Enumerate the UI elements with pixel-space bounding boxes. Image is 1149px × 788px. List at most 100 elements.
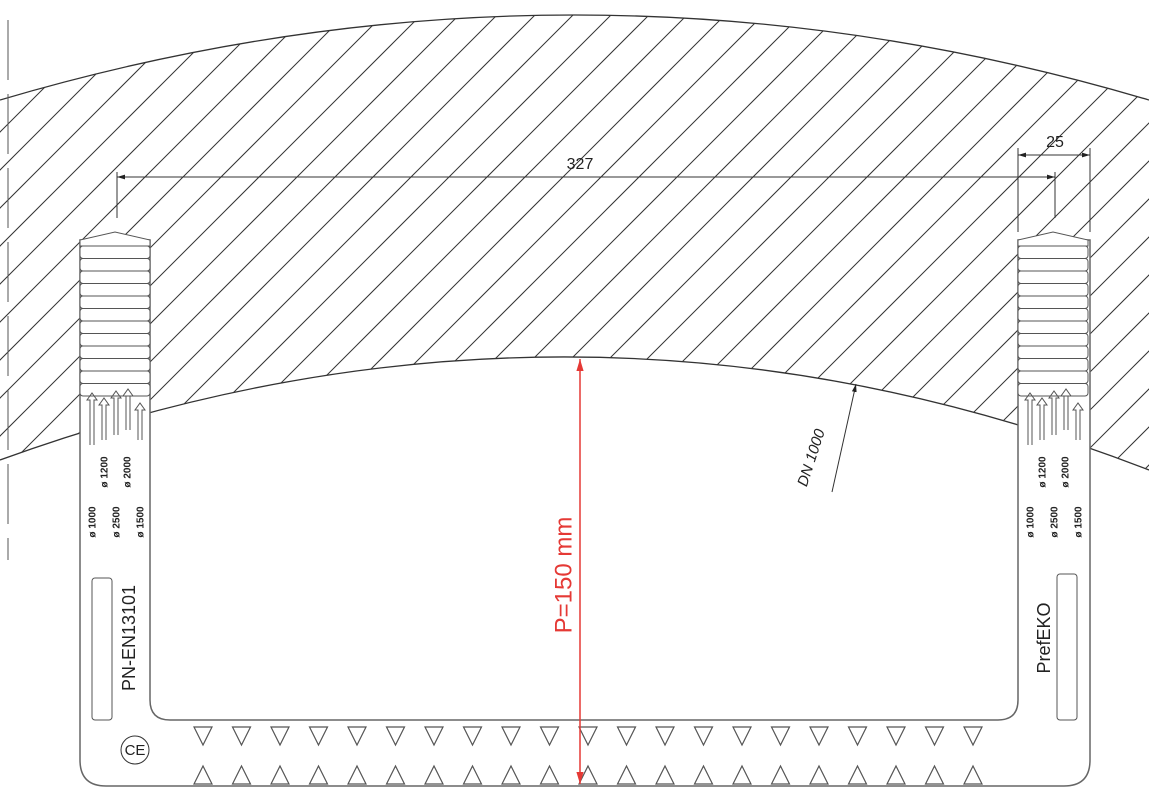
triangle: [193, 726, 213, 747]
rib: [1017, 245, 1089, 259]
triangle: [347, 726, 367, 747]
triangle: [886, 726, 906, 747]
diameter-label: ø 1200: [100, 456, 111, 488]
triangle: [193, 764, 213, 785]
rib: [1017, 333, 1089, 347]
pipe-label: DN 1000: [794, 426, 829, 488]
hatch-line: [0, 15, 513, 470]
ce-circle: [120, 735, 150, 765]
hatch-line: [0, 15, 247, 470]
hatch-line: [775, 15, 1149, 470]
triangle: [462, 726, 483, 747]
triangle: [655, 764, 675, 785]
hatch-line: [699, 15, 1149, 470]
hatch-line: [547, 15, 1149, 470]
diameter-label: ø 1000: [88, 506, 99, 538]
hatch-line: [129, 15, 931, 470]
triangle: [655, 726, 675, 747]
triangle: [924, 764, 945, 785]
hatch-line: [0, 15, 437, 470]
triangle: [424, 726, 444, 747]
handholds: [91, 573, 1078, 721]
rib: [79, 245, 151, 259]
diameter-label: ø 1500: [1074, 506, 1085, 538]
triangle: [770, 764, 791, 785]
triangle: [886, 764, 906, 785]
arrow: [98, 397, 110, 440]
depth-label: P=150 mm: [550, 517, 577, 634]
rib: [1017, 258, 1089, 272]
triangle: [308, 764, 329, 785]
rib: [79, 270, 151, 284]
diameter-label: ø 2000: [1061, 456, 1072, 488]
rib: [79, 383, 151, 397]
rib: [1017, 370, 1089, 384]
step-label: PrefEKO: [1034, 602, 1054, 673]
hatch-line: [0, 15, 589, 470]
anti-slip: [193, 726, 983, 785]
rib: [1017, 320, 1089, 334]
dimension-label: 25: [1046, 134, 1064, 151]
diameter-label: ø 1500: [136, 506, 147, 538]
rib-cap: [79, 231, 151, 247]
triangle: [963, 764, 983, 785]
triangle: [231, 764, 252, 785]
triangle: [809, 726, 829, 747]
ce-mark: CE: [125, 742, 146, 759]
triangle: [539, 764, 560, 785]
arrow: [1024, 392, 1036, 445]
rib: [79, 295, 151, 309]
arrow: [1060, 388, 1072, 430]
hatch-line: [0, 15, 323, 470]
hatch-line: [0, 15, 171, 470]
rib: [79, 283, 151, 297]
rib: [1017, 283, 1089, 297]
rib: [79, 308, 151, 322]
arrow: [1036, 397, 1048, 440]
hatch-line: [0, 15, 209, 470]
hatch-line: [281, 15, 1083, 470]
hatch-line: [167, 15, 969, 470]
step-label: PN-EN13101: [119, 585, 139, 691]
inner-wall: [0, 356, 1149, 471]
hatch-line: [0, 15, 475, 470]
triangle: [270, 764, 290, 785]
diameter-label: ø 1200: [1038, 456, 1049, 488]
diameter-label: ø 2500: [112, 506, 123, 538]
dimension-label: 327: [567, 156, 594, 173]
triangle: [347, 764, 367, 785]
triangle: [501, 726, 521, 747]
rib-cap: [1017, 231, 1089, 247]
hatch-line: [585, 15, 1149, 470]
triangle: [385, 726, 406, 747]
triangle: [770, 726, 791, 747]
arrow: [1048, 390, 1060, 435]
rib: [79, 258, 151, 272]
triangle: [385, 764, 406, 785]
triangle: [809, 764, 829, 785]
leader: [831, 383, 857, 493]
hatch-line: [813, 15, 1149, 470]
diameter-label: ø 1000: [1026, 506, 1037, 538]
triangle: [847, 726, 868, 747]
arrow: [1072, 402, 1084, 440]
hatch-line: [91, 15, 893, 470]
triangle: [462, 764, 483, 785]
arrow: [134, 402, 146, 440]
hatch-line: [0, 15, 285, 470]
rib: [1017, 295, 1089, 309]
step-body: [79, 239, 1091, 787]
hatch-line: [0, 15, 399, 470]
hatch-line: [0, 15, 19, 470]
drain-arrows: [86, 388, 1084, 445]
hatch-line: [243, 15, 1045, 470]
arrow: [86, 392, 98, 445]
triangle: [693, 726, 714, 747]
handhold: [91, 577, 113, 721]
hatch-line: [737, 15, 1149, 470]
triangle: [231, 726, 252, 747]
diameters: ø 1000 ø 1200 ø 2500 ø 2000 ø 1500 ø 1000 ø 12…: [88, 456, 1085, 538]
triangle: [732, 726, 752, 747]
triangle: [616, 726, 637, 747]
